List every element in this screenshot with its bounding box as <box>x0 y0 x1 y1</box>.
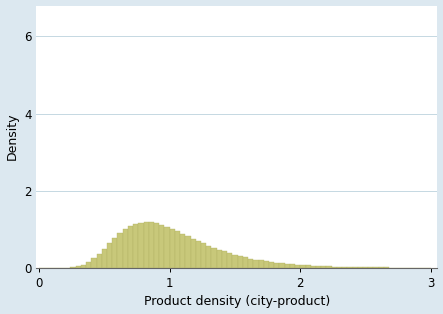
Bar <box>217 250 222 268</box>
Bar <box>342 267 347 268</box>
Bar <box>170 229 175 268</box>
Bar <box>233 255 237 268</box>
Bar <box>358 267 363 268</box>
Bar <box>326 266 332 268</box>
Bar <box>295 265 300 268</box>
Bar <box>138 223 144 268</box>
Bar <box>300 265 306 268</box>
Bar <box>107 243 112 268</box>
Bar <box>206 246 211 268</box>
Bar <box>144 222 149 268</box>
Bar <box>269 262 274 268</box>
Bar <box>81 265 86 268</box>
Bar <box>280 263 285 268</box>
Bar <box>363 267 368 268</box>
Bar <box>368 267 373 268</box>
Bar <box>337 267 342 268</box>
Bar <box>243 257 248 268</box>
X-axis label: Product density (city-product): Product density (city-product) <box>144 295 330 308</box>
Bar <box>321 266 326 268</box>
Bar <box>306 265 311 268</box>
Bar <box>91 258 97 268</box>
Bar <box>190 239 196 268</box>
Bar <box>175 231 180 268</box>
Bar <box>285 264 290 268</box>
Bar <box>222 252 227 268</box>
Bar <box>164 227 170 268</box>
Bar <box>112 238 117 268</box>
Bar <box>196 241 201 268</box>
Bar <box>159 225 164 268</box>
Bar <box>248 258 253 268</box>
Bar <box>290 264 295 268</box>
Bar <box>211 248 217 268</box>
Bar <box>259 260 264 268</box>
Bar <box>274 263 280 268</box>
Bar <box>311 266 316 268</box>
Bar <box>373 267 379 268</box>
Bar <box>76 267 81 268</box>
Bar <box>86 262 91 268</box>
Bar <box>253 259 259 268</box>
Y-axis label: Density: Density <box>6 113 19 160</box>
Bar <box>123 229 128 268</box>
Bar <box>102 248 107 268</box>
Bar <box>347 267 353 268</box>
Bar <box>149 222 154 268</box>
Bar <box>180 234 185 268</box>
Bar <box>185 236 190 268</box>
Bar <box>201 243 206 268</box>
Bar <box>154 224 159 268</box>
Bar <box>264 261 269 268</box>
Bar <box>128 226 133 268</box>
Bar <box>332 267 337 268</box>
Bar <box>227 253 233 268</box>
Bar <box>353 267 358 268</box>
Bar <box>97 254 102 268</box>
Bar <box>133 224 138 268</box>
Bar <box>316 266 321 268</box>
Bar <box>117 233 123 268</box>
Bar <box>237 256 243 268</box>
